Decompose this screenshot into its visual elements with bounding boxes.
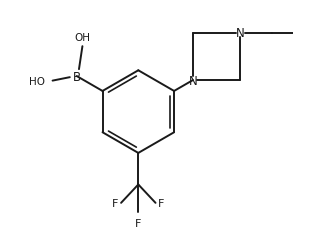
- Text: F: F: [135, 218, 142, 228]
- Text: HO: HO: [28, 76, 44, 86]
- Text: F: F: [158, 198, 164, 208]
- Text: F: F: [112, 198, 119, 208]
- Text: OH: OH: [74, 32, 91, 43]
- Text: N: N: [189, 74, 197, 87]
- Text: N: N: [236, 27, 244, 40]
- Text: B: B: [72, 70, 81, 83]
